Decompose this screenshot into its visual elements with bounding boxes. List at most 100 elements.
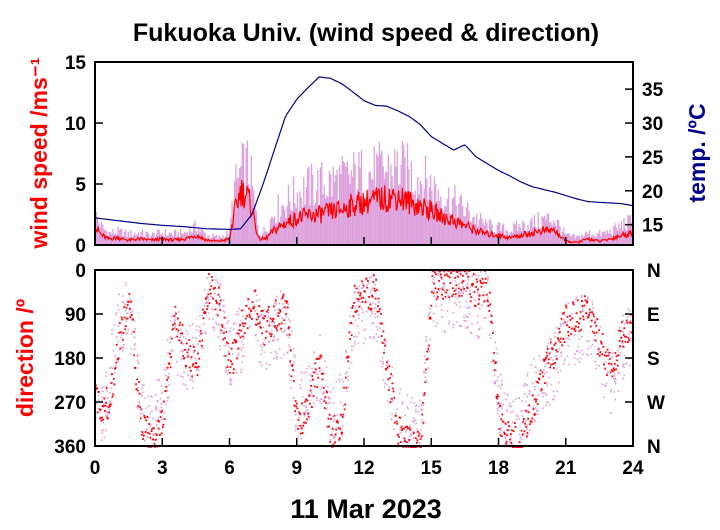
direction-scatter-point [444, 290, 446, 293]
direction-scatter-point [439, 287, 441, 290]
direction-scatter-point [460, 290, 462, 293]
direction-mean-point [310, 406, 313, 408]
direction-scatter-point [526, 396, 529, 398]
direction-scatter-point [186, 387, 188, 390]
direction-scatter-point [143, 439, 146, 442]
compass-label: N [647, 261, 661, 282]
direction-scatter-point [210, 307, 213, 310]
direction-scatter-point [378, 301, 380, 303]
direction-scatter-point [174, 326, 177, 328]
direction-scatter-point [138, 401, 140, 403]
direction-mean-point [169, 366, 172, 369]
y-tick-label: 10 [65, 114, 86, 135]
direction-mean-point [112, 377, 115, 380]
direction-mean-point [301, 402, 303, 405]
direction-mean-point [316, 386, 318, 388]
direction-scatter-point [101, 387, 104, 390]
direction-mean-point [324, 396, 327, 398]
direction-mean-point [567, 331, 569, 333]
direction-mean-point [194, 366, 196, 369]
direction-mean-point [488, 310, 491, 312]
direction-scatter-point [486, 280, 489, 283]
direction-scatter-point [369, 291, 372, 294]
direction-mean-point [322, 387, 325, 389]
direction-scatter-point [560, 355, 563, 358]
direction-mean-point [601, 353, 604, 356]
direction-mean-point [175, 312, 177, 315]
direction-mean-point [202, 317, 205, 319]
direction-mean-point [344, 403, 347, 406]
direction-mean-point [428, 317, 431, 320]
direction-mean-point [457, 275, 460, 278]
direction-mean-point [496, 397, 498, 400]
direction-scatter-point [140, 393, 142, 396]
direction-mean-point [588, 308, 591, 311]
direction-scatter-point [415, 411, 417, 413]
direction-mean-point [569, 319, 572, 321]
direction-mean-point [495, 396, 498, 398]
direction-mean-point [279, 310, 282, 313]
direction-mean-point [453, 290, 456, 292]
direction-scatter-point [471, 275, 474, 277]
direction-mean-point [305, 398, 308, 401]
direction-scatter-point [236, 310, 239, 313]
direction-mean-point [374, 290, 376, 292]
direction-scatter-point [124, 309, 127, 312]
direction-scatter-point [438, 289, 441, 292]
direction-scatter-point [280, 298, 282, 301]
direction-scatter-point [567, 320, 569, 323]
direction-mean-point [147, 431, 149, 434]
direction-scatter-point [622, 331, 624, 333]
direction-scatter-point [422, 423, 425, 425]
direction-scatter-point [182, 350, 184, 353]
direction-scatter-point [507, 423, 509, 425]
direction-scatter-point [419, 442, 421, 444]
direction-scatter-point [206, 295, 209, 297]
direction-scatter-point [275, 303, 278, 305]
direction-scatter-point [260, 314, 262, 317]
direction-scatter-point [398, 392, 401, 395]
direction-mean-point [416, 441, 418, 444]
direction-scatter-point [528, 429, 531, 431]
direction-scatter-point [113, 323, 116, 326]
direction-scatter-point [248, 312, 251, 315]
direction-mean-point [277, 312, 280, 315]
direction-tick-label: 0 [75, 261, 86, 282]
direction-scatter-point [360, 287, 363, 289]
direction-scatter-point [318, 370, 320, 373]
direction-mean-point [473, 291, 476, 293]
direction-scatter-point [136, 353, 139, 356]
direction-scatter-point [613, 375, 616, 377]
direction-mean-point [237, 347, 240, 350]
direction-mean-point [520, 429, 523, 432]
direction-mean-point [315, 368, 317, 371]
direction-mean-point [201, 339, 204, 342]
direction-mean-point [161, 409, 164, 412]
direction-scatter-point [234, 322, 236, 324]
direction-scatter-point [327, 386, 329, 388]
direction-scatter-point [342, 405, 345, 407]
direction-scatter-point [465, 290, 467, 293]
direction-scatter-point [427, 315, 429, 317]
direction-scatter-point [582, 310, 584, 312]
direction-mean-point [381, 322, 384, 325]
direction-mean-point [221, 324, 223, 326]
direction-scatter-point [173, 321, 176, 323]
direction-scatter-point [455, 287, 457, 290]
direction-mean-point [276, 329, 278, 332]
direction-mean-point [575, 325, 577, 328]
direction-mean-point [439, 273, 442, 276]
direction-scatter-point [587, 296, 589, 299]
direction-scatter-point [306, 367, 308, 370]
direction-scatter-point [618, 371, 620, 374]
direction-scatter-point [238, 307, 240, 310]
direction-mean-point [584, 295, 586, 298]
direction-scatter-point [105, 371, 108, 374]
direction-mean-point [244, 322, 247, 325]
direction-mean-point [364, 301, 367, 303]
direction-scatter-point [562, 323, 564, 325]
direction-mean-point [388, 365, 391, 367]
direction-mean-point [575, 312, 578, 315]
direction-mean-point [101, 416, 103, 419]
